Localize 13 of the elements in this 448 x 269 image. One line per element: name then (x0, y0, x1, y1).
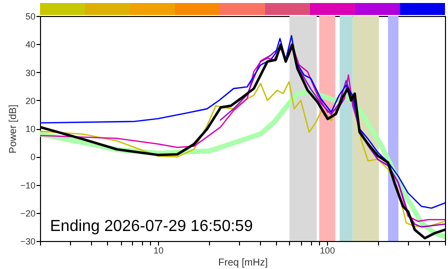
y-tick-label: −20 (20, 208, 36, 218)
y-tick-label: 50 (25, 12, 36, 22)
y-tick-label: 20 (25, 96, 36, 106)
y-tick-label: 40 (25, 40, 36, 50)
y-tick-label: −10 (20, 180, 36, 190)
annotation: Ending 2026-07-29 16:50:59 (50, 218, 253, 235)
x-axis-title: Freq [mHz] (218, 258, 268, 268)
x-tick-label: 100 (320, 246, 335, 256)
y-axis-title: Power [dB] (8, 104, 20, 154)
y-tick-label: 0 (30, 152, 36, 162)
y-tick-label: −30 (20, 236, 36, 246)
y-tick-label: 10 (25, 124, 36, 134)
y-tick-label: 30 (25, 68, 36, 78)
